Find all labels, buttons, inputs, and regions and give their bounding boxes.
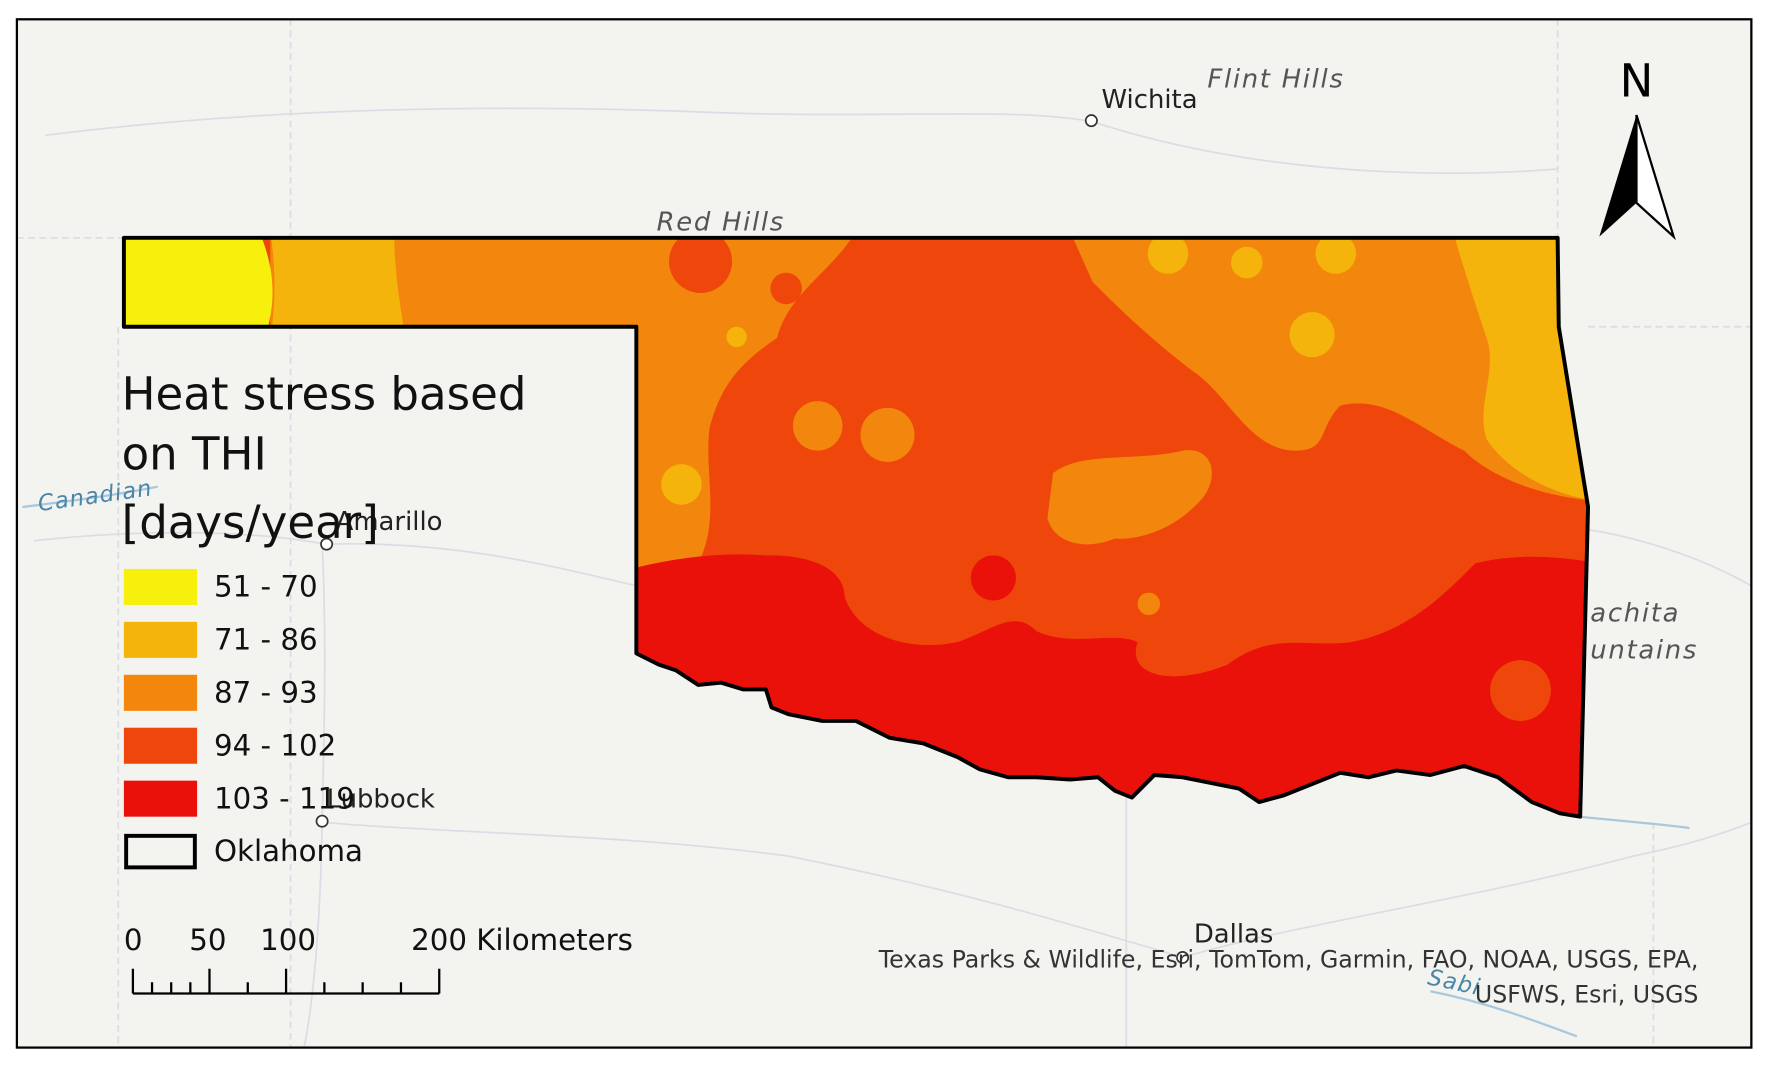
scale-label: 100 — [260, 923, 316, 957]
heat-zone — [860, 407, 915, 462]
heat-zone — [970, 555, 1016, 601]
legend-label: 51 - 70 — [214, 570, 318, 604]
legend-label: Oklahoma — [214, 834, 363, 868]
north-label: N — [1620, 55, 1654, 108]
legend-label: 87 - 93 — [214, 675, 318, 709]
city-dot — [1084, 114, 1098, 128]
city-dot — [315, 814, 329, 828]
legend-boundary-swatch — [124, 833, 197, 870]
rivers — [22, 485, 1690, 1038]
legend-label: 103 - 119 — [214, 781, 355, 815]
physical-label: Flint Hills — [1207, 65, 1344, 95]
legend-swatch — [123, 780, 198, 817]
heat-zone — [792, 401, 843, 451]
heat-zone — [661, 464, 702, 505]
heat-zone — [270, 237, 406, 339]
attribution: USFWS, Esri, USGS — [1475, 980, 1699, 1008]
heat-zone — [1069, 237, 1589, 502]
legend-title: on THI — [122, 427, 267, 480]
legend-label: 71 - 86 — [214, 622, 318, 656]
scale-label: 200 Kilometers — [411, 923, 633, 957]
scale-bar — [131, 968, 441, 995]
heat-zone — [1490, 660, 1551, 721]
heat-zone — [726, 326, 747, 348]
physical-label: untains — [1590, 636, 1698, 666]
legend-swatch — [123, 727, 198, 764]
legend-swatch — [123, 674, 198, 711]
frame — [15, 18, 1753, 1049]
scale-label: 50 — [189, 923, 226, 957]
city-dot — [1176, 951, 1190, 964]
legend-swatch — [123, 621, 198, 658]
scale-label: 0 — [124, 923, 143, 957]
legend-label: 94 - 102 — [214, 728, 336, 762]
legend-title: Heat stress based — [122, 368, 527, 421]
city-dot — [320, 537, 334, 551]
heat-zone — [770, 272, 802, 305]
place-label: Dallas — [1194, 919, 1274, 949]
north-arrow — [1599, 115, 1637, 237]
legend-items: 51 - 70 71 - 86 87 - 93 94 - 102 103 - 119 — [123, 568, 355, 817]
heat-zone — [669, 237, 733, 293]
attribution: Texas Parks & Wildlife, Esri, TomTom, Ga… — [878, 945, 1699, 973]
heat-zone — [270, 237, 856, 575]
place-label: Wichita — [1101, 85, 1197, 115]
heat-zone — [1147, 237, 1189, 274]
place-label: Lubbock — [327, 784, 435, 814]
heat-zone — [1289, 312, 1335, 358]
heat-zone — [1231, 246, 1263, 279]
physical-label: Red Hills — [657, 208, 785, 238]
place-label: Amarillo — [336, 507, 443, 537]
north-arrow — [1635, 114, 1676, 241]
legend-swatch — [123, 568, 198, 605]
legend-title: [days/year] — [122, 496, 379, 549]
heat-zone — [1047, 450, 1212, 545]
physical-label: achita — [1590, 598, 1680, 628]
heat-zone — [123, 237, 273, 339]
heat-zone — [1315, 237, 1357, 274]
heat-zone — [1137, 592, 1161, 616]
